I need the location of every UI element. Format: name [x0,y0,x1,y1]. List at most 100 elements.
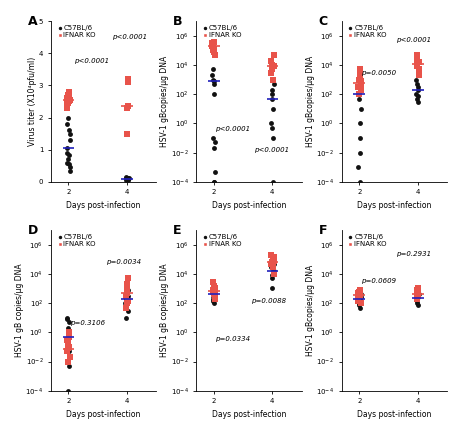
Text: D: D [28,224,38,237]
Point [66,151,73,158]
Point [268,62,276,69]
Text: F: F [319,224,327,237]
Text: p=0.2931: p=0.2931 [396,251,432,257]
Point [209,40,216,47]
Point [63,95,71,102]
Point [209,66,216,73]
Point [355,299,362,306]
Point [413,76,420,83]
Point [210,293,217,299]
Point [270,270,277,277]
Point [209,43,216,49]
Point [270,63,278,70]
Point [210,145,217,152]
Point [267,69,275,76]
Point [270,260,278,267]
Point [269,272,276,279]
Point [414,92,422,99]
Text: p<0.0001: p<0.0001 [254,147,289,153]
Point [413,288,421,295]
Point [210,46,218,53]
Point [413,57,421,64]
Point [211,283,218,289]
Point [269,105,277,112]
Point [210,289,217,296]
Text: p=0.0609: p=0.0609 [361,279,396,284]
Legend: C57BL/6, IFNAR KO: C57BL/6, IFNAR KO [347,25,388,39]
Point [123,291,130,298]
Point [64,339,72,346]
Point [270,270,278,277]
Point [64,316,71,322]
Point [66,130,73,137]
Y-axis label: HSV-1 gBcopies/μg DNA: HSV-1 gBcopies/μg DNA [160,56,170,147]
Point [66,319,73,326]
Y-axis label: Virus titer (X10⁴pfu/ml): Virus titer (X10⁴pfu/ml) [29,57,37,146]
Point [354,164,361,171]
Point [415,301,422,308]
Point [210,291,217,298]
Point [211,286,218,293]
Point [211,48,218,55]
Point [66,89,73,95]
Y-axis label: HSV-1 gB copies/μg DNA: HSV-1 gB copies/μg DNA [160,263,170,357]
Point [357,66,364,73]
Point [209,41,216,48]
Point [122,314,130,321]
X-axis label: Days post-infection: Days post-infection [212,410,286,419]
Point [64,121,71,128]
Point [124,297,132,304]
Point [64,314,71,321]
Point [413,51,420,58]
Text: p<0.0001: p<0.0001 [74,58,109,64]
Point [415,294,422,301]
Legend: C57BL/6, IFNAR KO: C57BL/6, IFNAR KO [202,233,242,248]
Point [356,288,363,295]
Point [355,78,362,85]
Point [268,57,275,64]
Point [414,293,422,299]
Point [211,51,219,58]
Point [414,285,421,292]
Point [356,135,364,141]
Point [124,76,132,82]
Point [124,286,132,293]
Point [357,299,365,306]
Point [125,103,132,110]
Point [64,105,71,112]
Point [209,135,217,141]
Y-axis label: HSV-1 gB copies/μg DNA: HSV-1 gB copies/μg DNA [15,263,24,357]
Point [211,285,218,292]
Point [355,91,363,98]
Point [212,289,219,296]
Point [64,92,72,99]
Point [123,176,131,183]
Text: p<0.0001: p<0.0001 [396,37,432,43]
X-axis label: Days post-infection: Days post-infection [357,201,432,210]
Point [211,299,218,306]
Y-axis label: HSV-1 gBcopies/μg DNA: HSV-1 gBcopies/μg DNA [306,56,315,147]
Point [124,130,131,137]
Point [414,84,422,91]
Point [65,362,73,369]
Point [354,84,361,91]
Text: C: C [319,15,328,28]
Point [122,304,130,311]
Text: p<0.0001: p<0.0001 [112,34,147,40]
Point [268,91,276,98]
Point [357,289,364,296]
Point [212,168,219,175]
Point [210,297,217,304]
Legend: C57BL/6, IFNAR KO: C57BL/6, IFNAR KO [56,233,97,248]
Point [65,100,72,107]
Point [355,91,362,98]
Point [64,345,72,352]
Point [356,72,364,79]
Text: B: B [173,15,182,28]
Point [413,297,420,304]
Point [357,80,365,87]
Point [123,295,130,302]
Point [356,293,363,299]
Point [356,299,364,306]
Point [413,299,421,306]
